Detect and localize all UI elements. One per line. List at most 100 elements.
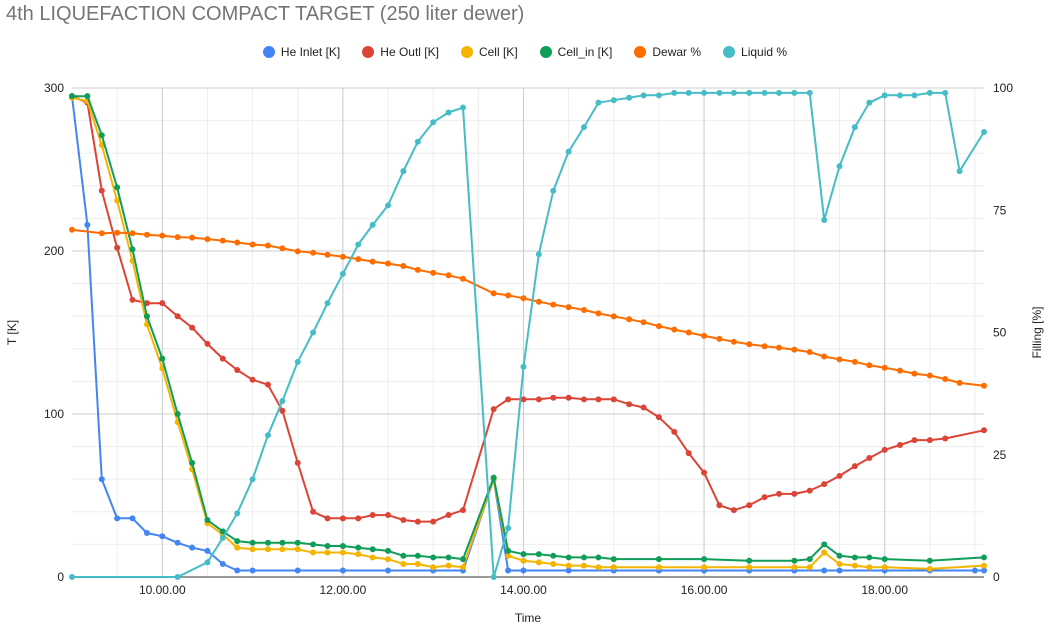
data-point — [851, 562, 858, 569]
legend-item: Liquid % — [723, 45, 787, 59]
series-1 — [69, 93, 987, 525]
data-point — [926, 372, 933, 379]
data-point — [505, 547, 512, 554]
data-point — [445, 562, 452, 569]
data-point — [339, 549, 346, 556]
data-point — [565, 304, 572, 311]
data-point — [234, 567, 241, 574]
data-point — [143, 313, 150, 320]
data-point — [942, 89, 949, 96]
series-layer — [69, 89, 987, 580]
data-point — [204, 516, 211, 523]
data-point — [610, 556, 617, 563]
axis-labels: 0 100 200 300 0 25 50 75 100 10.00.00 12.00.00 14.0… — [5, 81, 1044, 625]
data-point — [671, 428, 678, 435]
data-point — [640, 92, 647, 99]
data-point — [821, 567, 828, 574]
data-point — [897, 441, 904, 448]
data-point — [701, 89, 708, 96]
data-point — [264, 539, 271, 546]
data-point — [761, 89, 768, 96]
data-point — [821, 353, 828, 360]
data-point — [746, 502, 753, 509]
data-point — [69, 574, 75, 580]
data-point — [520, 396, 527, 403]
data-point — [565, 567, 572, 574]
data-point — [324, 549, 331, 556]
y-axis-title: T [K] — [5, 320, 19, 345]
data-point — [685, 89, 692, 96]
data-point — [400, 552, 407, 559]
data-point — [385, 260, 392, 267]
data-point — [851, 358, 858, 365]
data-point — [746, 341, 753, 348]
data-point — [249, 539, 256, 546]
data-point — [143, 529, 150, 536]
data-point — [716, 502, 723, 509]
data-point — [129, 296, 136, 303]
data-point — [264, 432, 271, 439]
data-point — [956, 168, 963, 175]
legend-swatch — [723, 46, 736, 58]
legend-label: He Outl [K] — [380, 45, 439, 59]
data-point — [355, 256, 362, 263]
data-point — [730, 507, 737, 514]
data-point — [761, 343, 768, 350]
data-point — [459, 275, 466, 282]
data-point — [174, 234, 181, 241]
data-point — [565, 554, 572, 561]
data-point — [911, 92, 918, 99]
data-point — [98, 187, 105, 194]
data-point — [821, 549, 828, 556]
data-point — [279, 245, 286, 252]
data-point — [550, 187, 557, 194]
data-point — [580, 124, 587, 131]
data-point — [580, 562, 587, 569]
series-line — [72, 91, 985, 578]
data-point — [459, 556, 466, 563]
data-point — [414, 266, 421, 273]
data-point — [926, 89, 933, 96]
data-point — [279, 546, 286, 553]
data-point — [98, 132, 105, 139]
data-point — [956, 379, 963, 386]
data-point — [339, 543, 346, 550]
data-point — [610, 564, 617, 571]
data-point — [866, 554, 873, 561]
data-point — [580, 554, 587, 561]
data-point — [174, 539, 181, 546]
data-point — [355, 241, 362, 248]
data-point — [159, 533, 166, 540]
data-point — [143, 300, 150, 307]
data-point — [655, 323, 662, 330]
legend-swatch — [262, 46, 275, 58]
data-point — [671, 326, 678, 333]
data-point — [791, 557, 798, 564]
data-point — [249, 476, 256, 483]
data-point — [505, 292, 512, 299]
data-point — [550, 560, 557, 567]
data-point — [324, 543, 331, 550]
data-point — [219, 534, 226, 541]
data-point — [414, 518, 421, 525]
data-point — [385, 202, 392, 209]
data-point — [981, 382, 987, 389]
data-point — [310, 329, 317, 336]
data-point — [339, 253, 346, 260]
data-point — [219, 355, 226, 362]
data-point — [716, 335, 723, 342]
data-point — [204, 547, 211, 554]
x-tick-label: 14.00.00 — [500, 583, 547, 597]
x-axis-title: Time — [515, 611, 542, 625]
data-point — [971, 567, 978, 574]
data-point — [98, 476, 105, 483]
data-point — [114, 244, 121, 251]
data-point — [129, 515, 136, 522]
series-4 — [69, 226, 987, 389]
data-point — [580, 307, 587, 314]
data-point — [159, 300, 166, 307]
data-point — [369, 554, 376, 561]
data-point — [98, 230, 105, 237]
data-point — [84, 221, 91, 228]
